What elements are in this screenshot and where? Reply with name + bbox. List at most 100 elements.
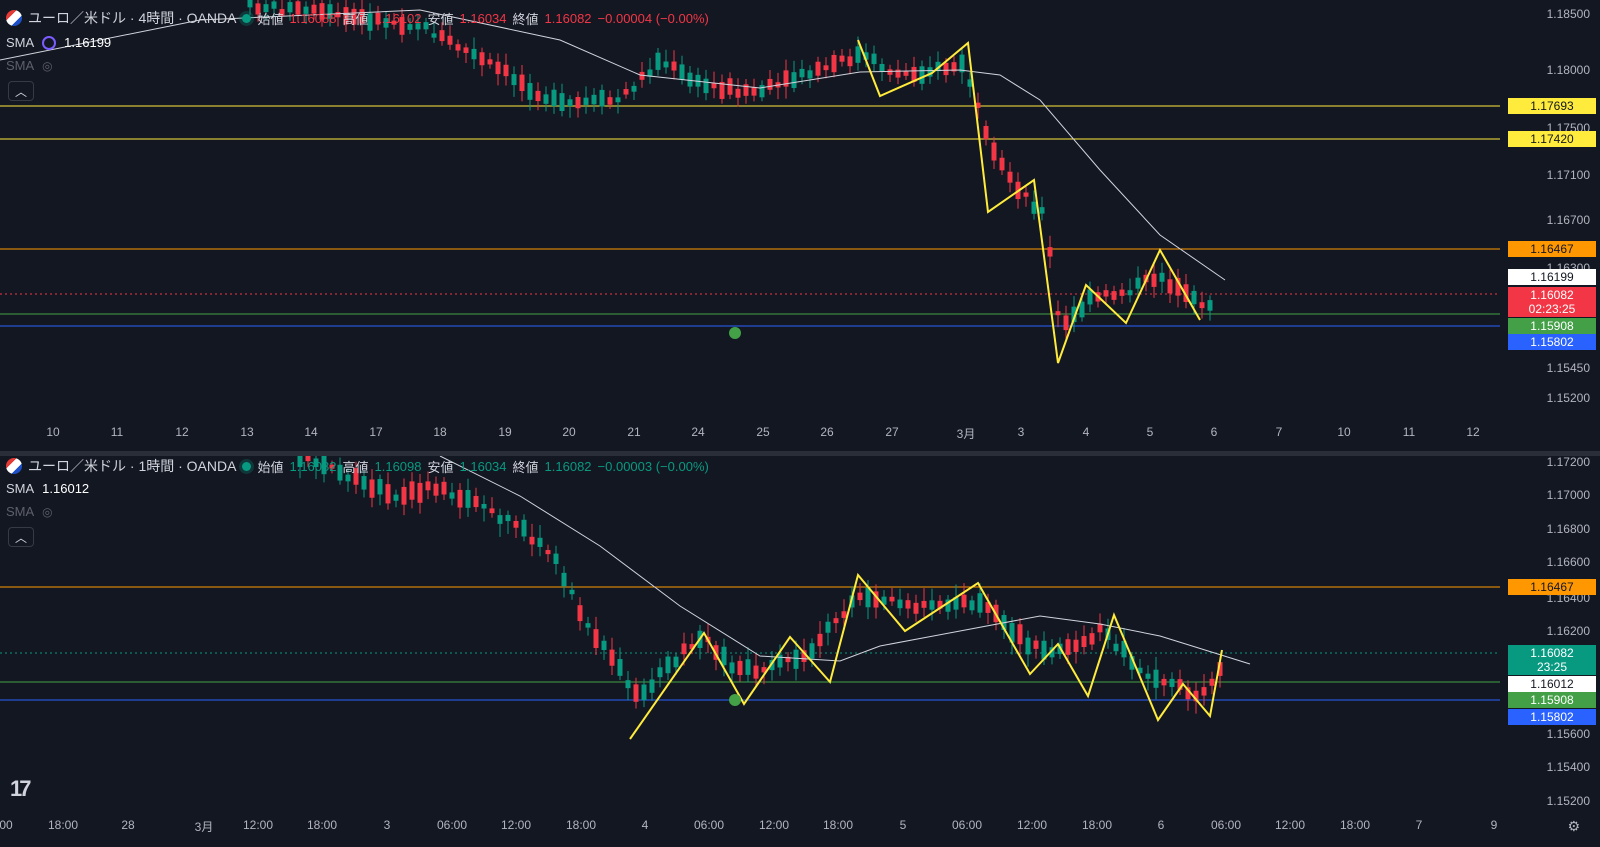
candle-body <box>1193 690 1199 702</box>
candle-body <box>601 640 607 651</box>
time-label: 5 <box>899 818 907 832</box>
eye-hidden-icon[interactable]: ◎ <box>42 504 53 519</box>
candle-body <box>719 82 725 99</box>
sma-indicator-1[interactable]: SMA 1.16012 <box>6 481 89 496</box>
sma-badge[interactable]: 1.16199 <box>1508 269 1596 285</box>
hline-yellow-2-badge[interactable]: 1.17420 <box>1508 131 1596 147</box>
price-chart-4h[interactable] <box>0 0 1500 452</box>
candle-body <box>833 618 839 624</box>
candle-body <box>679 64 685 80</box>
candle-body <box>895 69 901 78</box>
last-price-badge[interactable]: 1.16082 02:23:25 <box>1508 287 1596 317</box>
candle-body <box>345 474 351 482</box>
candle-body <box>593 629 599 649</box>
candle-body <box>1113 643 1119 652</box>
candle-body <box>295 1 301 15</box>
collapse-legend-button[interactable]: ︿ <box>8 527 34 547</box>
candle-body <box>377 479 383 495</box>
symbol-title[interactable]: ユーロ／米ドル · 4時間 · OANDA <box>28 10 237 26</box>
time-axis[interactable]: 00 18:00 28 3月 12:00 18:00 3 06:00 12:00 18:00 4 06… <box>0 818 1500 838</box>
hline-blue-badge[interactable]: 1.15802 <box>1508 709 1596 725</box>
candle-body <box>1119 289 1125 296</box>
time-label: 10 <box>1337 425 1351 439</box>
candle-body <box>745 659 751 675</box>
hline-green-badge[interactable]: 1.15908 <box>1508 318 1596 334</box>
change-value: −0.00003 (−0.00%) <box>597 458 709 474</box>
candle-body <box>1025 637 1031 655</box>
candle-body <box>1175 277 1181 296</box>
collapse-legend-button[interactable]: ︿ <box>8 81 34 101</box>
high-label: 高値 <box>342 11 369 27</box>
sma-indicator-2[interactable]: SMA ◎ <box>6 504 53 519</box>
candle-body <box>985 602 991 613</box>
open-value: 1.16082 <box>289 458 337 474</box>
price-scale[interactable]: 1.18500 1.18000 1.17500 1.17100 1.16700 1.163… <box>1500 0 1600 420</box>
symbol-title[interactable]: ユーロ／米ドル · 1時間 · OANDA <box>28 458 237 474</box>
close-value: 1.16082 <box>544 458 592 474</box>
candle-body <box>881 596 887 605</box>
candle-body <box>1159 272 1165 282</box>
eye-hidden-icon[interactable]: ◎ <box>42 58 53 73</box>
sma-indicator-1[interactable]: SMA 1.16199 <box>6 35 111 50</box>
candle-body <box>337 464 343 481</box>
candle-body <box>655 52 661 70</box>
pane-divider[interactable] <box>0 452 1600 456</box>
time-label: 13 <box>240 425 254 439</box>
candle-body <box>431 33 437 38</box>
candle-body <box>463 47 469 53</box>
zigzag-line <box>857 39 1201 364</box>
time-label: 12:00 <box>758 818 790 832</box>
sma-badge[interactable]: 1.16012 <box>1508 676 1596 692</box>
symbol-legend: ユーロ／米ドル · 1時間 · OANDA 始値 1.16082 高値 1.16… <box>6 456 709 476</box>
candle-body <box>1153 669 1159 688</box>
candle-body <box>361 476 367 490</box>
candle-body <box>1209 678 1215 686</box>
candle-body <box>865 587 871 608</box>
time-label: 06:00 <box>1210 818 1242 832</box>
candle-body <box>353 468 359 485</box>
candle-body <box>945 599 951 612</box>
candle-body <box>1087 289 1093 305</box>
candle-body <box>855 46 861 63</box>
hline-yellow-1-badge[interactable]: 1.17693 <box>1508 98 1596 114</box>
candle-body <box>1073 639 1079 652</box>
hline-orange-badge[interactable]: 1.16467 <box>1508 241 1596 257</box>
chart-pane-4h[interactable]: ユーロ／米ドル · 4時間 · OANDA 始値 1.16088 高値 1.16… <box>0 0 1600 452</box>
price-tick: 1.17100 <box>1546 168 1590 182</box>
candle-body <box>929 600 935 610</box>
time-axis[interactable]: 10 11 12 13 14 17 18 19 20 21 24 25 26 27 3月 3 4 5 6 7 10 11 1… <box>0 425 1500 445</box>
gear-icon[interactable]: ⚙ <box>1567 818 1580 834</box>
candle-body <box>407 24 413 30</box>
hline-orange-badge[interactable]: 1.16467 <box>1508 579 1596 595</box>
price-chart-1h[interactable] <box>0 456 1500 847</box>
market-open-icon <box>242 13 252 23</box>
candle-body <box>545 550 551 555</box>
last-price-badge[interactable]: 1.16082 23:25 <box>1508 645 1596 675</box>
candle-body <box>433 483 439 496</box>
candle-body <box>455 44 461 51</box>
candle-body <box>519 74 525 92</box>
sma-indicator-2[interactable]: SMA ◎ <box>6 58 53 73</box>
candle-body <box>791 72 797 89</box>
candle-body <box>1063 315 1069 331</box>
tradingview-logo[interactable]: 17 <box>10 776 32 801</box>
candle-body <box>247 0 253 8</box>
candle-body <box>1033 640 1039 649</box>
candle-body <box>409 481 415 500</box>
chart-pane-1h[interactable]: ユーロ／米ドル · 1時間 · OANDA 始値 1.16082 高値 1.16… <box>0 455 1600 847</box>
countdown-timer: 02:23:25 <box>1528 302 1576 316</box>
price-scale[interactable]: 1.17200 1.17000 1.16800 1.16600 1.16400 1.162… <box>1500 455 1600 826</box>
candle-body <box>793 649 799 669</box>
hline-blue-badge[interactable]: 1.15802 <box>1508 334 1596 350</box>
candle-body <box>263 4 269 13</box>
candle-body <box>553 553 559 565</box>
sma-line <box>0 9 1226 281</box>
candle-body <box>1145 673 1151 679</box>
candle-body <box>647 69 653 77</box>
candle-body <box>1127 290 1133 296</box>
hline-green-badge[interactable]: 1.15908 <box>1508 692 1596 708</box>
time-label: 21 <box>627 425 641 439</box>
candle-body <box>1151 273 1157 287</box>
candle-body <box>703 78 709 94</box>
candle-body <box>359 9 365 24</box>
